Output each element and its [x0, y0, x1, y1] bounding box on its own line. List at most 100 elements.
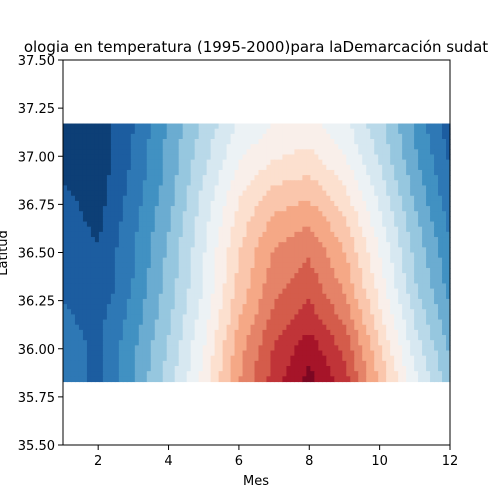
contour-cell: [218, 144, 224, 150]
contour-cell: [366, 278, 371, 285]
contour-cell: [266, 283, 272, 290]
contour-cell: [246, 231, 252, 238]
contour-cell: [106, 154, 112, 161]
contour-cell: [106, 366, 112, 372]
contour-cell: [198, 128, 204, 135]
contour-cell: [182, 319, 188, 326]
contour-cell: [114, 195, 120, 202]
contour-cell: [102, 139, 108, 145]
contour-cell: [110, 185, 116, 192]
contour-cell: [286, 128, 292, 135]
contour-cell: [370, 355, 375, 362]
contour-cell: [342, 185, 347, 192]
contour-cell: [346, 216, 351, 223]
contour-cell: [250, 175, 256, 181]
contour-cell: [402, 267, 407, 274]
contour-cell: [358, 226, 363, 233]
contour-cell: [174, 257, 180, 264]
contour-cell: [406, 211, 411, 217]
contour-cell: [242, 355, 248, 362]
contour-cell: [122, 335, 128, 341]
contour-cell: [182, 257, 188, 264]
contour-cell: [202, 221, 208, 228]
contour-cell: [130, 262, 136, 269]
contour-cell: [274, 278, 280, 285]
contour-cell: [282, 123, 288, 130]
contour-cell: [122, 267, 128, 274]
contour-cell: [318, 237, 323, 243]
contour-cell: [262, 366, 268, 372]
contour-cell: [398, 149, 403, 156]
contour-cell: [418, 267, 423, 274]
contour-cell: [106, 242, 112, 248]
contour-cell: [86, 159, 92, 166]
contour-cell: [214, 195, 220, 202]
contour-cell: [354, 175, 359, 181]
contour-cell: [234, 278, 240, 285]
contour-cell: [154, 226, 160, 233]
contour-cell: [250, 329, 256, 336]
contour-cell: [226, 376, 232, 383]
contour-cell: [374, 164, 379, 171]
contour-cell: [138, 195, 144, 202]
contour-cell: [86, 180, 92, 187]
contour-cell: [142, 247, 148, 254]
contour-cell: [90, 304, 96, 310]
contour-cell: [114, 350, 120, 357]
contour-cell: [338, 169, 343, 176]
contour-cell: [426, 262, 431, 269]
contour-cell: [350, 283, 355, 290]
contour-cell: [334, 314, 339, 321]
contour-cell: [354, 376, 359, 383]
contour-cell: [342, 340, 347, 346]
contour-cell: [258, 180, 264, 187]
contour-cell: [362, 304, 367, 310]
contour-cell: [302, 221, 307, 228]
contour-cell: [138, 309, 144, 316]
contour-cell: [334, 175, 339, 181]
contour-cell: [350, 293, 355, 300]
contour-cell: [266, 226, 272, 233]
contour-cell: [274, 366, 280, 372]
contour-cell: [146, 257, 152, 264]
contour-cell: [406, 190, 411, 197]
contour-cell: [206, 345, 212, 352]
contour-cell: [310, 366, 315, 372]
contour-cell: [154, 144, 160, 150]
contour-cell: [426, 319, 431, 326]
contour-cell: [290, 149, 295, 156]
contour-cell: [330, 237, 335, 243]
contour-cell: [114, 376, 120, 383]
contour-cell: [174, 133, 180, 140]
contour-cell: [282, 159, 288, 166]
contour-cell: [286, 180, 292, 187]
contour-cell: [438, 154, 443, 161]
contour-cell: [63, 314, 68, 321]
contour-cell: [74, 211, 80, 217]
contour-cell: [290, 366, 295, 372]
contour-cell: [310, 319, 315, 326]
contour-cell: [214, 314, 220, 321]
contour-cell: [342, 169, 347, 176]
contour-cell: [306, 164, 311, 171]
contour-cell: [182, 329, 188, 336]
y-tick-label: 36.25: [18, 295, 55, 310]
contour-cell: [63, 226, 68, 233]
contour-cell: [326, 267, 331, 274]
contour-cell: [63, 216, 68, 223]
contour-cell: [282, 262, 288, 269]
contour-cell: [82, 247, 88, 254]
contour-cell: [198, 329, 204, 336]
contour-cell: [126, 350, 132, 357]
contour-cell: [214, 180, 220, 187]
contour-cell: [142, 293, 148, 300]
contour-cell: [186, 252, 192, 259]
contour-cell: [82, 195, 88, 202]
contour-cell: [434, 154, 439, 161]
contour-cell: [114, 257, 120, 264]
contour-cell: [270, 221, 276, 228]
contour-cell: [398, 278, 403, 285]
contour-cell: [106, 149, 112, 156]
contour-cell: [246, 371, 252, 377]
contour-cell: [214, 237, 220, 243]
